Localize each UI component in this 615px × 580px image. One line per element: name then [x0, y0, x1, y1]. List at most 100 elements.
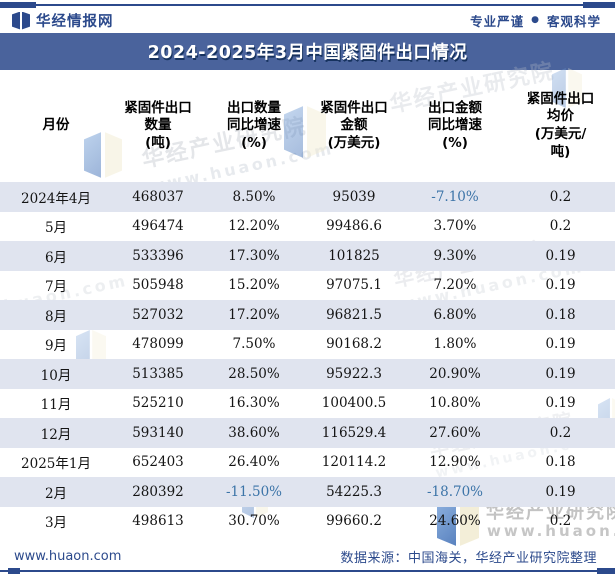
value-cell: -11.50% — [225, 483, 283, 500]
value-cell: 7.50% — [232, 336, 276, 353]
value-cell: 3.70% — [433, 218, 477, 235]
value-cell: 0.19 — [545, 483, 576, 500]
value-cell: 0.19 — [545, 365, 576, 382]
value-cell: 12.20% — [228, 218, 280, 235]
value-cell: 6.80% — [433, 306, 477, 323]
value-cell: 498613 — [132, 513, 184, 530]
value-cell: 0.2 — [549, 513, 572, 530]
top-divider — [0, 2, 615, 8]
table-row: 2月 280392 -11.50% 54225.3 -18.70% 0.19 — [0, 477, 615, 507]
table-row: 2024年4月 468037 8.50% 95039 -7.10% 0.2 — [0, 182, 615, 212]
value-cell: 280392 — [132, 483, 184, 500]
table-row: 10月 513385 28.50% 95922.3 20.90% 0.19 — [0, 359, 615, 389]
value-cell: 16.30% — [228, 395, 280, 412]
brand: 华经情报网 — [12, 10, 114, 31]
value-cell: 116529.4 — [321, 424, 387, 441]
table-row: 11月 525210 16.30% 100400.5 10.80% 0.19 — [0, 389, 615, 419]
slogan-left: 专业严谨 — [470, 14, 525, 29]
value-cell: 0.19 — [545, 247, 576, 264]
value-cell: 593140 — [132, 424, 184, 441]
table-header-row: 月份 紧固件出口 数量 (吨) 出口数量 同比增速 (%) 紧固件出口 金额 (万美元… — [0, 70, 615, 182]
footer-data-source: 数据来源：中国海关，华经产业研究院整理 — [340, 550, 597, 566]
value-cell: 9.30% — [433, 247, 477, 264]
value-cell: 505948 — [132, 277, 184, 294]
table-row: 3月 498613 30.70% 99660.2 24.60% 0.2 — [0, 507, 615, 537]
value-cell: 533396 — [132, 247, 184, 264]
value-cell: 120114.2 — [321, 454, 387, 471]
value-cell: -18.70% — [426, 483, 484, 500]
value-cell: 100400.5 — [321, 395, 387, 412]
export-table-wrap: 月份 紧固件出口 数量 (吨) 出口数量 同比增速 (%) 紧固件出口 金额 (万美元… — [0, 70, 615, 536]
brand-name: 华经情报网 — [36, 14, 114, 30]
month-cell: 2024年4月 — [21, 190, 91, 207]
bottom-divider-right-cap — [597, 568, 615, 574]
value-cell: 0.19 — [545, 336, 576, 353]
value-cell: 0.18 — [545, 306, 576, 323]
table-row: 8月 527032 17.20% 96821.5 6.80% 0.18 — [0, 300, 615, 330]
column-header: 出口数量 同比增速 (%) — [227, 99, 281, 151]
value-cell: 7.20% — [433, 277, 477, 294]
column-header: 紧固件出口 均价 (万美元/ 吨) — [526, 90, 595, 160]
table-row: 9月 478099 7.50% 90168.2 1.80% 0.19 — [0, 330, 615, 360]
month-cell: 12月 — [40, 426, 72, 443]
value-cell: 101825 — [328, 247, 380, 264]
value-cell: 0.19 — [545, 395, 576, 412]
value-cell: 26.40% — [228, 454, 280, 471]
value-cell: 0.2 — [549, 188, 572, 205]
value-cell: 513385 — [132, 365, 184, 382]
value-cell: 95039 — [332, 188, 376, 205]
bottom-divider-line — [0, 570, 615, 572]
value-cell: 96821.5 — [326, 306, 382, 323]
value-cell: 525210 — [132, 395, 184, 412]
column-header: 月份 — [42, 117, 70, 134]
export-table: 月份 紧固件出口 数量 (吨) 出口数量 同比增速 (%) 紧固件出口 金额 (万美元… — [0, 70, 615, 536]
top-divider-line — [0, 4, 615, 6]
value-cell: 527032 — [132, 306, 184, 323]
value-cell: 17.20% — [228, 306, 280, 323]
value-cell: 38.60% — [228, 424, 280, 441]
value-cell: 15.20% — [228, 277, 280, 294]
bullet-icon: ● — [531, 15, 540, 25]
value-cell: 478099 — [132, 336, 184, 353]
value-cell: 28.50% — [228, 365, 280, 382]
table-row: 6月 533396 17.30% 101825 9.30% 0.19 — [0, 241, 615, 271]
value-cell: -7.10% — [431, 188, 479, 205]
value-cell: 99660.2 — [326, 513, 382, 530]
value-cell: 496474 — [132, 218, 184, 235]
slogan: 专业严谨 ● 客观科学 — [470, 11, 601, 30]
month-cell: 6月 — [44, 249, 68, 266]
value-cell: 99486.6 — [326, 218, 382, 235]
value-cell: 27.60% — [429, 424, 481, 441]
table-body: 2024年4月 468037 8.50% 95039 -7.10% 0.2 5月 496474… — [0, 182, 615, 536]
month-cell: 5月 — [44, 220, 68, 237]
top-divider-right-cap — [583, 2, 615, 8]
value-cell: 24.60% — [429, 513, 481, 530]
value-cell: 95922.3 — [326, 365, 382, 382]
value-cell: 17.30% — [228, 247, 280, 264]
bottom-divider — [0, 568, 615, 574]
month-cell: 10月 — [40, 367, 72, 384]
month-cell: 7月 — [44, 279, 68, 296]
table-row: 7月 505948 15.20% 97075.1 7.20% 0.19 — [0, 271, 615, 301]
value-cell: 97075.1 — [326, 277, 382, 294]
value-cell: 652403 — [132, 454, 184, 471]
month-cell: 2025年1月 — [21, 456, 91, 473]
column-header: 出口金额 同比增速 (%) — [428, 99, 482, 151]
title-bar: 2024-2025年3月中国紧固件出口情况 — [0, 33, 615, 70]
table-row: 2025年1月 652403 26.40% 120114.2 12.90% 0.18 — [0, 448, 615, 478]
column-header: 紧固件出口 数量 (吨) — [124, 99, 192, 151]
slogan-right: 客观科学 — [546, 14, 601, 29]
value-cell: 0.2 — [549, 424, 572, 441]
value-cell: 468037 — [132, 188, 184, 205]
value-cell: 54225.3 — [326, 483, 382, 500]
table-row: 12月 593140 38.60% 116529.4 27.60% 0.2 — [0, 418, 615, 448]
value-cell: 0.19 — [545, 277, 576, 294]
top-bar: 华经情报网 专业严谨 ● 客观科学 — [0, 8, 615, 33]
value-cell: 30.70% — [228, 513, 280, 530]
column-header: 紧固件出口 金额 (万美元) — [320, 99, 388, 151]
month-cell: 2月 — [44, 485, 68, 502]
value-cell: 8.50% — [232, 188, 276, 205]
value-cell: 0.2 — [549, 218, 572, 235]
month-cell: 8月 — [44, 308, 68, 325]
